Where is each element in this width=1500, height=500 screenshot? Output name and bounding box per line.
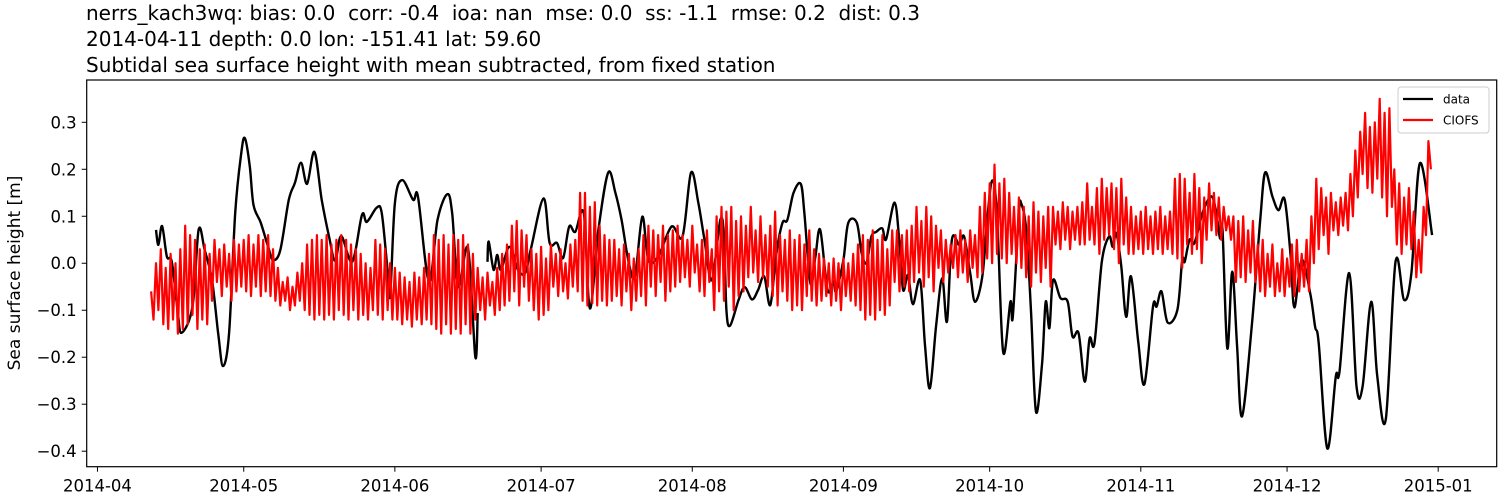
series-layer xyxy=(150,97,1434,450)
legend-label-data: data xyxy=(1443,93,1470,107)
x-tick-label: 2014-05 xyxy=(209,477,278,496)
y-tick-label: 0.2 xyxy=(50,160,76,179)
chart-title-line-3: Subtidal sea surface height with mean su… xyxy=(86,53,776,77)
x-tick-label: 2014-04 xyxy=(63,477,132,496)
x-tick-label: 2014-12 xyxy=(1253,477,1322,496)
y-tick-label: 0.1 xyxy=(50,207,76,226)
x-tick-label: 2014-07 xyxy=(507,477,576,496)
x-tick-label: 2014-11 xyxy=(1106,477,1175,496)
x-tick-label: 2014-08 xyxy=(658,477,727,496)
x-axis: 2014-04 2014-05 2014-06 2014-07 2014-08 2014-… xyxy=(63,466,1473,496)
legend: data CIOFS xyxy=(1397,86,1490,134)
y-axis-label: Sea surface height [m] xyxy=(5,176,25,371)
chart-title-line-1: nerrs_kach3wq: bias: 0.0 corr: -0.4 ioa:… xyxy=(86,1,920,25)
y-tick-label: −0.3 xyxy=(37,395,77,414)
legend-label-ciofs: CIOFS xyxy=(1443,114,1479,128)
x-tick-label: 2014-09 xyxy=(809,477,878,496)
y-tick-label: −0.1 xyxy=(37,301,77,320)
y-tick-label: 0.3 xyxy=(50,113,76,132)
x-tick-label: 2014-10 xyxy=(955,477,1024,496)
chart-title-line-2: 2014-04-11 depth: 0.0 lon: -151.41 lat: … xyxy=(86,27,542,51)
y-tick-label: 0.0 xyxy=(50,254,76,273)
y-axis: 0.3 0.2 0.1 0.0 −0.1 −0.2 −0.3 −0.4 xyxy=(37,113,87,461)
series-line-ciofs xyxy=(150,97,1432,335)
plot-frame xyxy=(86,79,1498,468)
x-tick-label: 2014-06 xyxy=(360,477,429,496)
series-line-data xyxy=(486,161,1434,450)
x-tick-label: 2015-01 xyxy=(1404,477,1473,496)
series-line-data xyxy=(154,136,479,368)
y-tick-label: −0.2 xyxy=(37,348,77,367)
y-tick-label: −0.4 xyxy=(37,442,77,461)
